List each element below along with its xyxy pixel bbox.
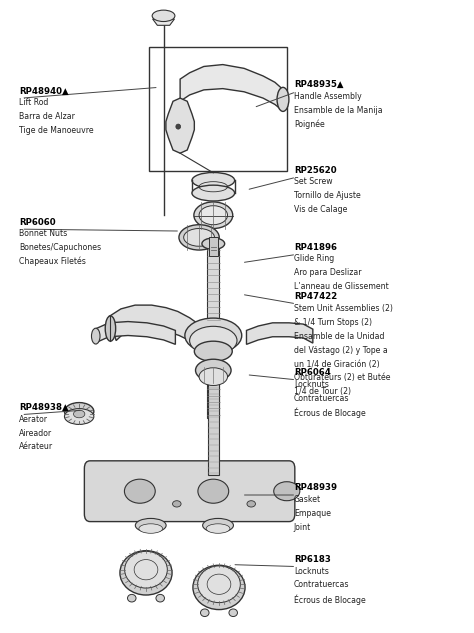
Ellipse shape bbox=[201, 609, 209, 617]
Text: RP6183: RP6183 bbox=[294, 555, 331, 564]
Ellipse shape bbox=[194, 341, 232, 361]
Polygon shape bbox=[166, 98, 194, 153]
Ellipse shape bbox=[247, 501, 255, 507]
Ellipse shape bbox=[185, 318, 242, 353]
Ellipse shape bbox=[199, 368, 228, 385]
Text: Contratuercas: Contratuercas bbox=[294, 394, 349, 403]
Polygon shape bbox=[153, 19, 174, 25]
Ellipse shape bbox=[202, 238, 225, 249]
Text: Joint: Joint bbox=[294, 523, 311, 532]
Polygon shape bbox=[246, 323, 313, 344]
Polygon shape bbox=[180, 65, 282, 110]
Text: Locknuts: Locknuts bbox=[294, 380, 329, 389]
Text: Lift Rod: Lift Rod bbox=[19, 98, 48, 107]
Text: Aro para Deslizar: Aro para Deslizar bbox=[294, 268, 361, 277]
Text: Handle Assembly: Handle Assembly bbox=[294, 92, 362, 101]
Bar bbox=[209, 237, 218, 256]
Ellipse shape bbox=[198, 566, 240, 603]
Ellipse shape bbox=[206, 524, 230, 533]
Text: Ensamble de la Unidad: Ensamble de la Unidad bbox=[294, 332, 384, 341]
Text: RP6060: RP6060 bbox=[19, 218, 55, 227]
Text: Barra de Alzar: Barra de Alzar bbox=[19, 112, 75, 121]
Ellipse shape bbox=[152, 10, 175, 22]
Ellipse shape bbox=[139, 524, 163, 533]
Ellipse shape bbox=[192, 185, 235, 201]
Text: RP48939: RP48939 bbox=[294, 484, 337, 492]
Text: Écrous de Blocage: Écrous de Blocage bbox=[294, 594, 365, 605]
Ellipse shape bbox=[277, 87, 289, 111]
FancyBboxPatch shape bbox=[84, 461, 295, 522]
Text: Obturateurs (2) et Butée: Obturateurs (2) et Butée bbox=[294, 373, 391, 382]
Text: Poignée: Poignée bbox=[294, 120, 325, 129]
Bar bbox=[208, 377, 219, 475]
Text: Gasket: Gasket bbox=[294, 495, 321, 504]
Ellipse shape bbox=[128, 594, 136, 602]
Text: Bonetes/Capuchones: Bonetes/Capuchones bbox=[19, 243, 101, 252]
Text: Aerator: Aerator bbox=[19, 415, 48, 423]
Text: & 1/4 Turn Stops (2): & 1/4 Turn Stops (2) bbox=[294, 318, 372, 327]
Text: Ensamble de la Manija: Ensamble de la Manija bbox=[294, 106, 383, 115]
Text: RP48935▲: RP48935▲ bbox=[294, 80, 343, 89]
Ellipse shape bbox=[183, 229, 214, 246]
Ellipse shape bbox=[91, 328, 100, 344]
Text: RP48940▲: RP48940▲ bbox=[19, 87, 69, 96]
Ellipse shape bbox=[64, 403, 94, 420]
Text: Vis de Calage: Vis de Calage bbox=[294, 205, 347, 214]
Text: Glide Ring: Glide Ring bbox=[294, 254, 334, 263]
Ellipse shape bbox=[203, 518, 234, 532]
Ellipse shape bbox=[173, 501, 181, 507]
Polygon shape bbox=[95, 322, 175, 344]
Ellipse shape bbox=[190, 327, 237, 354]
Text: Empaque: Empaque bbox=[294, 509, 331, 518]
Ellipse shape bbox=[64, 409, 94, 424]
Ellipse shape bbox=[192, 173, 235, 189]
Ellipse shape bbox=[136, 518, 166, 532]
Ellipse shape bbox=[273, 482, 300, 501]
Ellipse shape bbox=[195, 360, 231, 381]
Ellipse shape bbox=[194, 202, 233, 229]
Ellipse shape bbox=[156, 594, 164, 602]
Text: 1/4 de Tour (2): 1/4 de Tour (2) bbox=[294, 387, 351, 396]
Text: un 1/4 de Giración (2): un 1/4 de Giración (2) bbox=[294, 360, 380, 368]
Text: Chapeaux Filetés: Chapeaux Filetés bbox=[19, 257, 86, 266]
Ellipse shape bbox=[125, 551, 167, 588]
Text: Tige de Manoeuvre: Tige de Manoeuvre bbox=[19, 126, 93, 135]
Ellipse shape bbox=[193, 565, 245, 610]
Text: Aireador: Aireador bbox=[19, 429, 52, 437]
Text: RP48938▲: RP48938▲ bbox=[19, 403, 69, 412]
Ellipse shape bbox=[124, 479, 155, 503]
Text: RP41896: RP41896 bbox=[294, 243, 337, 252]
Bar bbox=[149, 47, 287, 171]
Ellipse shape bbox=[199, 206, 228, 225]
Ellipse shape bbox=[120, 551, 172, 595]
Ellipse shape bbox=[105, 316, 116, 341]
Text: Stem Unit Assemblies (2): Stem Unit Assemblies (2) bbox=[294, 304, 393, 313]
Bar bbox=[207, 241, 219, 418]
Text: Contratuercas: Contratuercas bbox=[294, 580, 349, 589]
Text: Set Screw: Set Screw bbox=[294, 177, 332, 186]
Text: RP6064: RP6064 bbox=[294, 368, 331, 377]
Text: del Vástago (2) y Tope a: del Vástago (2) y Tope a bbox=[294, 346, 388, 354]
Text: RP47422: RP47422 bbox=[294, 292, 337, 301]
Text: Bonnet Nuts: Bonnet Nuts bbox=[19, 229, 67, 238]
Text: Aérateur: Aérateur bbox=[19, 442, 53, 451]
Text: RP25620: RP25620 bbox=[294, 166, 337, 175]
Ellipse shape bbox=[229, 609, 237, 617]
Text: Écrous de Blocage: Écrous de Blocage bbox=[294, 408, 365, 418]
Text: L’anneau de Glissement: L’anneau de Glissement bbox=[294, 282, 389, 291]
Polygon shape bbox=[109, 305, 197, 344]
Text: Locknuts: Locknuts bbox=[294, 567, 329, 575]
Ellipse shape bbox=[179, 225, 219, 250]
Ellipse shape bbox=[176, 124, 181, 129]
Text: Tornillo de Ajuste: Tornillo de Ajuste bbox=[294, 191, 361, 200]
Ellipse shape bbox=[198, 479, 228, 503]
Ellipse shape bbox=[73, 410, 85, 418]
